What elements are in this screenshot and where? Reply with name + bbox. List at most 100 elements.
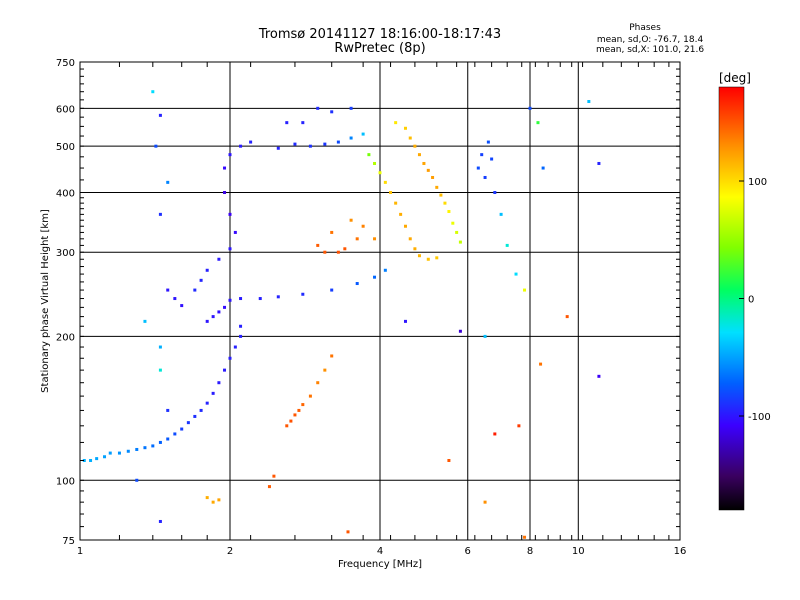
data-point <box>443 201 447 205</box>
data-point <box>276 295 280 299</box>
data-point <box>483 334 487 338</box>
data-point <box>587 100 591 104</box>
data-point <box>143 319 147 323</box>
data-point <box>476 166 480 170</box>
data-point <box>267 485 271 489</box>
data-point <box>565 315 569 319</box>
data-point <box>151 444 155 448</box>
chart-subtitle: RwPretec (8p) <box>334 41 426 56</box>
data-point <box>308 144 312 148</box>
data-point <box>211 500 215 504</box>
data-point <box>166 408 170 412</box>
data-point <box>289 419 293 423</box>
data-point <box>536 121 540 125</box>
data-point <box>158 368 162 372</box>
data-point <box>330 230 334 234</box>
data-point <box>158 345 162 349</box>
data-point <box>417 254 421 258</box>
data-point <box>451 221 455 225</box>
data-point <box>193 414 197 418</box>
data-point <box>539 362 543 366</box>
data-point <box>505 243 509 247</box>
data-point <box>435 256 439 260</box>
phases-stats-o: mean, sd,O: -76.7, 18.4 <box>596 35 704 45</box>
x-tick-label: 2 <box>227 546 233 557</box>
data-point <box>431 175 435 179</box>
data-point <box>293 142 297 146</box>
data-point <box>301 121 305 125</box>
colorbar-label: [deg] <box>719 71 751 85</box>
x-tick-labels: 1 2 4 6 8 10 16 <box>77 546 687 557</box>
data-point <box>223 190 227 194</box>
data-point <box>143 446 147 450</box>
data-point <box>378 171 382 175</box>
data-point <box>514 272 518 276</box>
data-point <box>180 427 184 431</box>
data-point <box>211 391 215 395</box>
data-point <box>413 144 417 148</box>
data-point <box>426 257 430 261</box>
data-point <box>158 440 162 444</box>
data-point <box>126 449 130 453</box>
data-point <box>228 212 232 216</box>
data-point <box>541 166 545 170</box>
data-point <box>336 250 340 254</box>
data-point <box>173 297 177 301</box>
data-point <box>173 432 177 436</box>
data-point <box>297 408 301 412</box>
data-point <box>239 297 243 301</box>
data-point <box>389 190 393 194</box>
data-point <box>239 334 243 338</box>
data-point <box>349 218 353 222</box>
data-point <box>403 126 407 130</box>
data-point <box>399 212 403 216</box>
data-point <box>205 401 209 405</box>
data-point <box>199 408 203 412</box>
data-point <box>272 474 276 478</box>
data-point <box>217 310 221 314</box>
data-point <box>108 451 112 455</box>
phases-stats-x: mean, sd,X: 101.0, 21.6 <box>595 45 705 55</box>
data-point <box>223 166 227 170</box>
y-tick-label: 600 <box>56 104 75 115</box>
data-point <box>336 140 340 144</box>
data-point <box>455 230 459 234</box>
data-point <box>117 451 121 455</box>
data-point <box>217 257 221 261</box>
chart-title: Tromsø 20141127 18:16:00-18:17:43 <box>258 27 502 42</box>
data-point <box>228 153 232 157</box>
data-point <box>316 381 320 385</box>
data-point <box>343 247 347 251</box>
data-point <box>417 153 421 157</box>
data-point <box>217 381 221 385</box>
data-point <box>597 374 601 378</box>
data-point <box>447 210 451 214</box>
data-point <box>597 161 601 165</box>
data-point <box>293 413 297 417</box>
data-point <box>361 132 365 136</box>
data-point <box>499 212 503 216</box>
data-point <box>276 146 280 150</box>
data-point <box>103 455 107 459</box>
data-point <box>285 121 289 125</box>
data-point <box>330 288 334 292</box>
data-point <box>486 140 490 144</box>
data-point <box>316 243 320 247</box>
y-tick-label: 500 <box>56 142 75 153</box>
data-point <box>166 180 170 184</box>
data-point <box>223 368 227 372</box>
data-point <box>480 153 484 157</box>
data-point <box>228 356 232 360</box>
data-point <box>373 275 377 279</box>
data-point <box>135 447 139 451</box>
data-point <box>166 288 170 292</box>
x-tick-label: 10 <box>572 546 585 557</box>
data-point <box>383 268 387 272</box>
data-point <box>361 224 365 228</box>
data-point <box>199 278 203 282</box>
data-point <box>435 185 439 189</box>
data-point <box>228 247 232 251</box>
data-point <box>493 190 497 194</box>
data-point <box>239 144 243 148</box>
